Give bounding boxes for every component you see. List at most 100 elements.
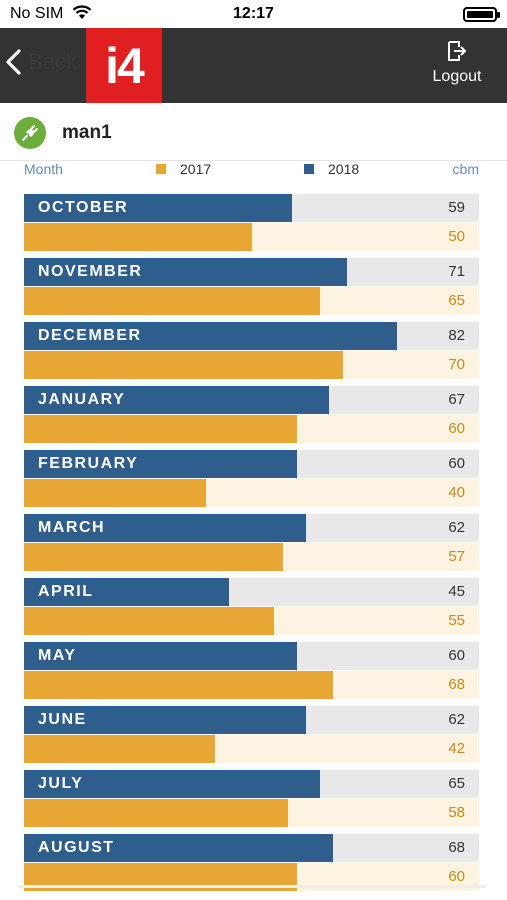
- track-2018: OCTOBER 59: [24, 194, 479, 222]
- value-2018: 59: [448, 199, 465, 216]
- bar-2017: [24, 415, 297, 443]
- user-plug-icon: [14, 117, 46, 149]
- legend-unit-label: cbm: [452, 161, 479, 177]
- value-2017: 40: [448, 484, 465, 501]
- track-2018: AUGUST 68: [24, 834, 479, 862]
- value-2017: 42: [448, 740, 465, 757]
- month-label: APRIL: [38, 583, 94, 600]
- bar-2017: [24, 735, 216, 763]
- value-2017: 60: [448, 868, 465, 885]
- bar-2018: [24, 386, 329, 414]
- month-group[interactable]: OCTOBER 59 50: [24, 194, 479, 252]
- legend-swatch-2018: [304, 164, 314, 174]
- bar-2018: [24, 642, 297, 670]
- track-2017: 50: [24, 223, 479, 251]
- value-2017: 55: [448, 612, 465, 629]
- track-2018: JULY 65: [24, 770, 479, 798]
- clock: 12:17: [233, 5, 274, 22]
- status-bar: No SIM 12:17: [0, 0, 507, 28]
- bar-2018: [24, 514, 307, 542]
- month-group[interactable]: JUNE 62 42: [24, 706, 479, 764]
- back-button[interactable]: Back: [4, 48, 77, 76]
- bar-2018: [24, 770, 320, 798]
- value-2018: 67: [448, 391, 465, 408]
- bar-2018: [24, 706, 307, 734]
- month-label: JULY: [38, 775, 84, 792]
- app-header: Back i4 Logout: [0, 28, 507, 103]
- legend-label-2018: 2018: [328, 161, 360, 177]
- legend-item-2018: 2018: [304, 161, 359, 177]
- month-label: OCTOBER: [38, 199, 129, 216]
- track-2017: 58: [24, 799, 479, 827]
- bar-2018: [24, 194, 293, 222]
- username: man1: [62, 122, 112, 143]
- track-2017: 42: [24, 735, 479, 763]
- track-2018: FEBRUARY 60: [24, 450, 479, 478]
- month-label: NOVEMBER: [38, 263, 143, 280]
- bar-2017: [24, 223, 252, 251]
- month-group[interactable]: MAY 60 68: [24, 642, 479, 700]
- value-2018: 68: [448, 839, 465, 856]
- value-2018: 82: [448, 327, 465, 344]
- track-2017: 70: [24, 351, 479, 379]
- logout-label: Logout: [432, 68, 482, 85]
- bar-2017: [24, 607, 275, 635]
- track-2018: DECEMBER 82: [24, 322, 479, 350]
- value-2017: 60: [448, 420, 465, 437]
- logout-icon: [448, 41, 467, 61]
- month-group[interactable]: JANUARY 67 60: [24, 386, 479, 444]
- value-2018: 45: [448, 583, 465, 600]
- value-2017: 50: [448, 228, 465, 245]
- chevron-left-icon: [6, 49, 21, 75]
- track-2018: MARCH 62: [24, 514, 479, 542]
- track-2017: 55: [24, 607, 479, 635]
- month-group[interactable]: JULY 65 58: [24, 770, 479, 828]
- value-2018: 60: [448, 647, 465, 664]
- bar-2017: [24, 671, 334, 699]
- divider: [18, 885, 486, 888]
- month-group[interactable]: MARCH 62 57: [24, 514, 479, 572]
- bar-2017: [24, 543, 284, 571]
- wifi-icon: [72, 5, 92, 19]
- month-label: JANUARY: [38, 391, 126, 408]
- value-2018: 60: [448, 455, 465, 472]
- legend-item-2017: 2017: [156, 161, 211, 177]
- month-group[interactable]: APRIL 45 55: [24, 578, 479, 636]
- bar-2018: [24, 578, 229, 606]
- value-2017: 68: [448, 676, 465, 693]
- track-2017: 68: [24, 671, 479, 699]
- month-group[interactable]: DECEMBER 82 70: [24, 322, 479, 380]
- month-label: AUGUST: [38, 839, 115, 856]
- bar-2017: [24, 287, 320, 315]
- month-group[interactable]: FEBRUARY 60 40: [24, 450, 479, 508]
- value-2017: 57: [448, 548, 465, 565]
- carrier-label: No SIM: [10, 5, 64, 22]
- legend-label-2017: 2017: [180, 161, 212, 177]
- track-2017: 40: [24, 479, 479, 507]
- legend-swatch-2017: [156, 164, 166, 174]
- bar-2017: [24, 799, 288, 827]
- legend-month-label: Month: [24, 161, 63, 177]
- value-2018: 62: [448, 519, 465, 536]
- bar-chart: OCTOBER 59 50 NOVEMBER 71 65 DECEMBER 82 70 JANUA…: [24, 194, 479, 898]
- track-2017: 57: [24, 543, 479, 571]
- month-group[interactable]: AUGUST 68 60: [24, 834, 479, 892]
- back-label: Back: [28, 49, 77, 74]
- value-2017: 65: [448, 292, 465, 309]
- bar-2017: [24, 351, 343, 379]
- value-2018: 71: [448, 263, 465, 280]
- month-label: DECEMBER: [38, 327, 142, 344]
- bar-2018: [24, 834, 334, 862]
- month-label: MAY: [38, 647, 77, 664]
- user-row: man1: [0, 103, 507, 161]
- track-2018: MAY 60: [24, 642, 479, 670]
- month-group[interactable]: NOVEMBER 71 65: [24, 258, 479, 316]
- bar-2018: [24, 450, 297, 478]
- track-2018: JANUARY 67: [24, 386, 479, 414]
- track-2017: 65: [24, 287, 479, 315]
- bar-2018: [24, 258, 348, 286]
- month-label: FEBRUARY: [38, 455, 139, 472]
- month-label: MARCH: [38, 519, 106, 536]
- bar-2017: [24, 479, 206, 507]
- logout-button[interactable]: Logout: [427, 40, 487, 86]
